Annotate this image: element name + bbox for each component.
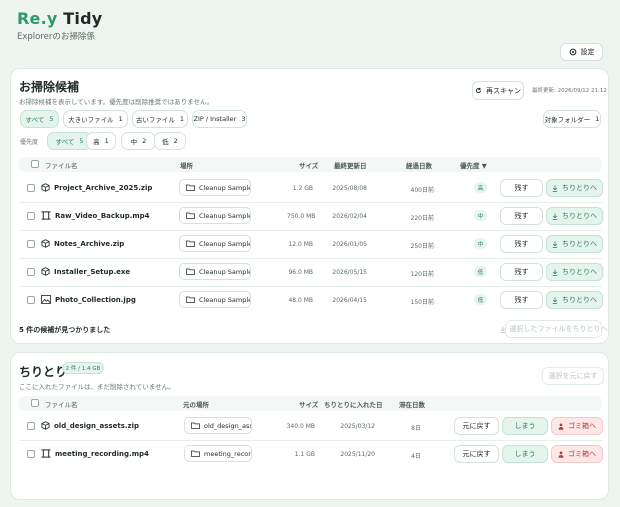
download-icon [552, 297, 558, 304]
filter-all[interactable]: すべて 5 [20, 110, 59, 128]
priority-badge: 中 [474, 238, 487, 249]
move-to-dustpan-button[interactable]: ちりとりへ [546, 263, 603, 281]
candidates-title: お掃除候補 [19, 80, 80, 94]
folder-icon [186, 296, 195, 303]
restore-selected-button[interactable]: 選択を元に戻す [542, 367, 604, 385]
folder-icon [191, 450, 200, 457]
download-icon [552, 213, 558, 220]
row-checkbox[interactable] [27, 240, 35, 248]
package-icon [41, 239, 50, 248]
found-count: 5 件の候補が見つかりました [19, 326, 111, 334]
location-chip[interactable]: Cleanup Samples [179, 207, 251, 224]
move-to-trash-button[interactable]: ゴミ箱へ [551, 417, 603, 435]
priority-badge: 中 [474, 210, 487, 221]
priority-all[interactable]: すべて 5 [47, 132, 92, 150]
app-subtitle: Explorerのお掃除係 [17, 32, 95, 42]
keep-button[interactable]: 残す [500, 235, 543, 253]
candidates-table-header: ファイル名 場所 サイズ 最終更新日 経過日数 優先度 ▼ [19, 157, 602, 172]
film-icon [41, 211, 51, 220]
table-row: Notes_Archive.zip Cleanup Samples 12.0 M… [11, 230, 610, 258]
table-row: Photo_Collection.jpg Cleanup Samples 48.… [11, 286, 610, 314]
settings-button[interactable]: 設定 [560, 43, 603, 61]
keep-button[interactable]: 残す [500, 291, 543, 309]
location-chip[interactable]: Cleanup Samples [179, 291, 251, 308]
move-to-trash-button[interactable]: ゴミ箱へ [551, 445, 603, 463]
priority-badge: 低 [474, 294, 487, 305]
keep-button[interactable]: 残す [500, 263, 543, 281]
row-checkbox[interactable] [27, 212, 35, 220]
restore-button[interactable]: 元に戻す [454, 445, 499, 463]
app-title: Re.y Tidy [17, 9, 103, 28]
folder-icon [191, 422, 200, 429]
row-checkbox[interactable] [27, 422, 35, 430]
move-to-dustpan-button[interactable]: ちりとりへ [546, 207, 603, 225]
restore-button[interactable]: 元に戻す [454, 417, 499, 435]
dustpan-description: ここに入れたファイルは、まだ削除されていません。 [19, 383, 175, 391]
person-icon [558, 451, 564, 458]
location-chip[interactable]: Cleanup Samples [179, 179, 251, 196]
priority-badge: 高 [474, 182, 487, 193]
keep-button[interactable]: 残す [500, 207, 543, 225]
location-chip[interactable]: Cleanup Samples [179, 263, 251, 280]
filter-old[interactable]: 古いファイル 1 [132, 110, 188, 128]
refresh-icon [475, 87, 482, 94]
row-checkbox[interactable] [27, 184, 35, 192]
rescan-button[interactable]: 再スキャン [472, 81, 524, 100]
stash-button[interactable]: しまう [502, 417, 548, 435]
dustpan-title: ちりとり [19, 365, 68, 379]
package-icon [41, 421, 50, 430]
package-icon [41, 267, 50, 276]
location-chip[interactable]: Cleanup Samples [179, 235, 251, 252]
location-chip[interactable]: meeting_recording [184, 445, 252, 462]
download-icon [552, 241, 558, 248]
last-updated: 最終更新: 2026/09/12 21:12 [532, 88, 607, 94]
table-row: old_design_assets.zip old_design_assets … [11, 412, 610, 440]
table-row: Installer_Setup.exe Cleanup Samples 96.0… [11, 258, 610, 286]
row-checkbox[interactable] [27, 296, 35, 304]
download-icon [552, 185, 558, 192]
folder-icon [186, 184, 195, 191]
download-icon [552, 269, 558, 276]
person-icon [558, 423, 564, 430]
select-all-checkbox[interactable] [31, 399, 39, 407]
move-to-dustpan-button[interactable]: ちりとりへ [546, 235, 603, 253]
filter-large[interactable]: 大きいファイル 1 [63, 110, 128, 128]
folder-icon [186, 268, 195, 275]
package-icon [41, 183, 50, 192]
image-icon [41, 295, 51, 304]
select-all-checkbox[interactable] [31, 160, 39, 168]
row-checkbox[interactable] [27, 450, 35, 458]
candidates-panel: お掃除候補 お掃除候補を表示しています。優先度は削除推奨ではありません。 再スキ… [10, 68, 609, 344]
folder-icon [186, 212, 195, 219]
folder-icon [186, 240, 195, 247]
filter-zip-installer[interactable]: ZIP / Installer 3 [192, 110, 247, 128]
table-row: Project_Archive_2025.zip Cleanup Samples… [11, 174, 610, 202]
move-to-dustpan-button[interactable]: ちりとりへ [546, 179, 603, 197]
priority-filter-label: 優先度 [20, 139, 39, 146]
table-row: meeting_recording.mp4 meeting_recording … [11, 440, 610, 468]
target-folder-button[interactable]: 対象フォルダー 1 [543, 110, 601, 128]
gear-icon [569, 48, 577, 56]
row-checkbox[interactable] [27, 268, 35, 276]
priority-badge: 低 [474, 266, 487, 277]
priority-sort-header[interactable]: 優先度 ▼ [460, 162, 487, 170]
location-chip[interactable]: old_design_assets [184, 417, 252, 434]
stash-button[interactable]: しまう [502, 445, 548, 463]
move-to-dustpan-button[interactable]: ちりとりへ [546, 291, 603, 309]
dustpan-panel: ちりとり 2 件 / 1.4 GB ここに入れたファイルは、まだ削除されていませ… [10, 352, 609, 500]
download-icon [500, 326, 506, 333]
dustpan-table-header: ファイル名 元の場所 サイズ ちりとりに入れた日 滞在日数 [19, 396, 602, 411]
move-selected-button[interactable]: 選択したファイルをちりとりへ [500, 320, 608, 338]
table-row: Raw_Video_Backup.mp4 Cleanup Samples 750… [11, 202, 610, 230]
film-icon [41, 449, 51, 458]
dustpan-count-badge: 2 件 / 1.4 GB [62, 362, 104, 374]
candidates-description: お掃除候補を表示しています。優先度は削除推奨ではありません。 [19, 98, 213, 106]
keep-button[interactable]: 残す [500, 179, 543, 197]
